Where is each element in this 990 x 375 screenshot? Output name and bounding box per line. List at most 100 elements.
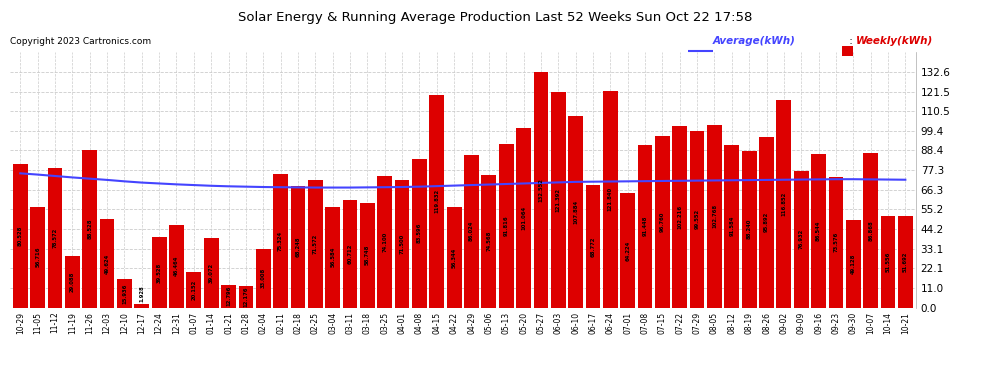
- Text: 46.464: 46.464: [174, 256, 179, 276]
- Bar: [100, 219, 115, 308]
- Bar: [499, 144, 514, 308]
- Text: 99.552: 99.552: [695, 209, 700, 229]
- Bar: [690, 130, 705, 308]
- Bar: [65, 256, 80, 308]
- Bar: [255, 249, 270, 308]
- Bar: [707, 125, 722, 308]
- Text: Copyright 2023 Cartronics.com: Copyright 2023 Cartronics.com: [10, 38, 151, 46]
- Bar: [586, 185, 600, 308]
- Text: 68.772: 68.772: [590, 236, 595, 256]
- Text: 95.892: 95.892: [764, 212, 769, 232]
- Bar: [794, 171, 809, 308]
- Text: 56.716: 56.716: [36, 247, 41, 267]
- Bar: [82, 150, 97, 308]
- Bar: [603, 91, 618, 308]
- Bar: [742, 151, 756, 308]
- Bar: [811, 154, 826, 308]
- Text: 91.816: 91.816: [504, 216, 509, 236]
- Text: 102.768: 102.768: [712, 204, 717, 228]
- Bar: [377, 176, 392, 308]
- Bar: [48, 168, 62, 308]
- Bar: [621, 194, 635, 308]
- Text: 68.248: 68.248: [295, 237, 301, 257]
- Text: 71.572: 71.572: [313, 234, 318, 254]
- Bar: [204, 238, 219, 308]
- Text: 49.128: 49.128: [850, 254, 855, 274]
- Bar: [360, 203, 375, 308]
- Text: Average(kWh): Average(kWh): [713, 36, 796, 46]
- Text: 102.216: 102.216: [677, 205, 682, 229]
- Text: 88.240: 88.240: [746, 219, 751, 239]
- Bar: [186, 272, 201, 308]
- Bar: [135, 304, 149, 307]
- Text: 73.576: 73.576: [834, 232, 839, 252]
- Bar: [516, 128, 531, 308]
- Text: 51.692: 51.692: [903, 251, 908, 272]
- Text: 12.796: 12.796: [226, 286, 231, 306]
- Text: 49.624: 49.624: [105, 253, 110, 273]
- Bar: [31, 207, 45, 308]
- Bar: [430, 94, 445, 308]
- Text: 12.176: 12.176: [244, 286, 248, 307]
- Bar: [672, 126, 687, 308]
- Bar: [117, 279, 132, 308]
- Bar: [412, 159, 427, 308]
- Bar: [221, 285, 236, 308]
- Text: 121.840: 121.840: [608, 187, 613, 211]
- Text: 91.584: 91.584: [730, 216, 735, 236]
- Text: 20.152: 20.152: [191, 279, 196, 300]
- Text: 88.528: 88.528: [87, 219, 92, 239]
- Text: 132.552: 132.552: [539, 178, 544, 202]
- Text: 121.392: 121.392: [555, 188, 560, 211]
- Bar: [898, 216, 913, 308]
- Text: 15.936: 15.936: [122, 283, 127, 303]
- Bar: [776, 100, 791, 308]
- Text: 75.324: 75.324: [278, 231, 283, 251]
- Text: 91.448: 91.448: [643, 216, 647, 236]
- Text: 71.500: 71.500: [400, 234, 405, 254]
- Bar: [845, 220, 860, 308]
- Text: 56.344: 56.344: [451, 248, 456, 268]
- Text: 83.596: 83.596: [417, 223, 422, 243]
- Bar: [395, 180, 410, 308]
- Text: Solar Energy & Running Average Production Last 52 Weeks Sun Oct 22 17:58: Solar Energy & Running Average Productio…: [238, 11, 752, 24]
- Text: 39.072: 39.072: [209, 263, 214, 283]
- Bar: [169, 225, 184, 308]
- Text: 119.832: 119.832: [435, 189, 440, 213]
- Text: :: :: [846, 36, 856, 46]
- Bar: [239, 286, 253, 308]
- Bar: [725, 145, 740, 308]
- Bar: [550, 92, 565, 308]
- Text: 29.088: 29.088: [70, 272, 75, 292]
- Bar: [638, 145, 652, 308]
- Bar: [534, 72, 548, 308]
- Text: 51.556: 51.556: [885, 252, 890, 272]
- Text: 56.584: 56.584: [331, 247, 336, 267]
- Bar: [568, 116, 583, 308]
- Bar: [291, 186, 305, 308]
- Text: 76.932: 76.932: [799, 229, 804, 249]
- Bar: [326, 207, 340, 308]
- Bar: [759, 137, 774, 308]
- Bar: [464, 154, 479, 308]
- Bar: [151, 237, 166, 308]
- Text: 74.100: 74.100: [382, 231, 387, 252]
- Text: 86.868: 86.868: [868, 220, 873, 241]
- Bar: [863, 153, 878, 308]
- Bar: [446, 207, 461, 308]
- Text: 39.528: 39.528: [156, 262, 161, 282]
- Bar: [881, 216, 895, 308]
- Text: 58.748: 58.748: [365, 245, 370, 266]
- Bar: [13, 164, 28, 308]
- Text: 116.852: 116.852: [781, 192, 786, 216]
- Bar: [343, 200, 357, 308]
- Text: 96.760: 96.760: [660, 211, 665, 232]
- Text: 1.928: 1.928: [140, 285, 145, 302]
- Text: 80.528: 80.528: [18, 226, 23, 246]
- Bar: [273, 174, 288, 308]
- Text: 101.064: 101.064: [521, 206, 526, 230]
- Text: 78.572: 78.572: [52, 228, 57, 248]
- Text: 107.884: 107.884: [573, 200, 578, 224]
- Text: 86.024: 86.024: [469, 221, 474, 241]
- Text: 74.568: 74.568: [486, 231, 491, 251]
